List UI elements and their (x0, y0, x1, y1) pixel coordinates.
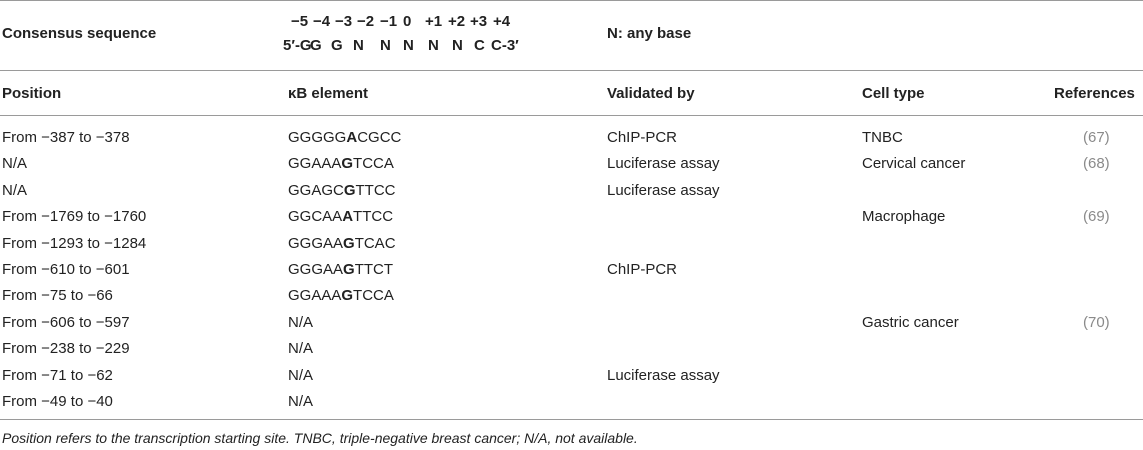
cell-cell-type: TNBC (862, 129, 903, 146)
element-suffix: TTCC (355, 182, 396, 199)
cell-kb-element: GGGAAGTTCT (288, 261, 393, 279)
consensus-base: N (380, 37, 391, 54)
cell-position: From −75 to −66 (2, 287, 113, 304)
cell-position: N/A (2, 182, 28, 199)
cell-reference: (70) (1083, 314, 1110, 331)
element-core-base: G (343, 182, 356, 199)
consensus-position: +2 (448, 13, 466, 30)
element-prefix: N/A (288, 367, 314, 384)
header-rule (0, 115, 1143, 116)
cell-position: N/A (2, 155, 28, 172)
header-position: Position (2, 85, 62, 102)
consensus-position: −4 (313, 13, 331, 30)
consensus-base: C (474, 37, 485, 54)
consensus-base: G (331, 37, 343, 54)
element-prefix: N/A (288, 393, 314, 410)
consensus-position: +1 (425, 13, 443, 30)
cell-kb-element: N/A (288, 314, 313, 332)
cell-reference: (67) (1083, 129, 1110, 146)
element-core-base: G (343, 261, 355, 278)
element-suffix: TCCA (353, 287, 394, 304)
cell-position: From −387 to −378 (2, 129, 130, 146)
consensus-position: −2 (357, 13, 375, 30)
cell-validated-by: ChIP-PCR (607, 261, 678, 278)
element-core-base: A (342, 208, 354, 225)
element-core-base: G (341, 287, 354, 304)
element-prefix: GGAGC (288, 182, 344, 199)
cell-reference: (69) (1083, 208, 1110, 225)
element-prefix: GGGGG (288, 129, 347, 146)
cell-position: From −1769 to −1760 (2, 208, 147, 225)
consensus-base: C-3′ (491, 37, 519, 54)
consensus-position: 0 (403, 13, 412, 30)
element-suffix: TCCA (353, 155, 394, 172)
cell-reference: (68) (1083, 155, 1110, 172)
cell-validated-by: ChIP-PCR (607, 129, 678, 146)
cell-cell-type: Cervical cancer (862, 155, 966, 172)
cell-cell-type: Macrophage (862, 208, 946, 225)
cell-kb-element: GGAAAGTCCA (288, 155, 394, 173)
header-element: κB element (288, 85, 369, 102)
element-prefix: GGCAA (288, 208, 343, 225)
consensus-position: +4 (493, 13, 511, 30)
cell-kb-element: GGAAAGTCCA (288, 287, 394, 305)
bottom-rule (0, 419, 1143, 420)
element-core-base: G (343, 235, 355, 252)
element-suffix: CGCC (357, 129, 402, 146)
element-suffix: TTCT (354, 261, 394, 278)
consensus-position: −1 (380, 13, 398, 30)
consensus-base: N (452, 37, 463, 54)
cell-position: From −1293 to −1284 (2, 235, 147, 252)
cell-validated-by: Luciferase assay (607, 155, 720, 172)
element-core-base: A (346, 129, 358, 146)
cell-position: From −606 to −597 (2, 314, 130, 331)
consensus-note: N: any base (607, 25, 692, 42)
element-prefix: GGGAA (288, 261, 344, 278)
consensus-rule (0, 70, 1143, 71)
element-prefix: GGAAA (288, 155, 342, 172)
element-suffix: TTCC (353, 208, 394, 225)
consensus-position: −5 (291, 13, 309, 30)
element-prefix: GGAAA (288, 287, 342, 304)
cell-position: From −238 to −229 (2, 340, 130, 357)
consensus-position: +3 (470, 13, 488, 30)
cell-kb-element: GGGGGACGCC (288, 129, 401, 147)
consensus-base: N (353, 37, 364, 54)
consensus-label: Consensus sequence (2, 25, 157, 42)
cell-position: From −610 to −601 (2, 261, 130, 278)
cell-kb-element: GGGAAGTCAC (288, 235, 396, 253)
cell-kb-element: N/A (288, 393, 313, 411)
cell-position: From −49 to −40 (2, 393, 113, 410)
element-prefix: GGGAA (288, 235, 344, 252)
cell-cell-type: Gastric cancer (862, 314, 959, 331)
cell-validated-by: Luciferase assay (607, 182, 720, 199)
element-core-base: G (341, 155, 354, 172)
element-suffix: TCAC (354, 235, 396, 252)
table-footnote: Position refers to the transcription sta… (2, 430, 638, 446)
consensus-position: −3 (335, 13, 353, 30)
header-references: References (1054, 85, 1135, 102)
cell-kb-element: N/A (288, 367, 313, 385)
cell-position: From −71 to −62 (2, 367, 113, 384)
cell-kb-element: GGCAAATTCC (288, 208, 393, 226)
top-rule (0, 0, 1143, 1)
consensus-base: N (403, 37, 414, 54)
cell-kb-element: GGAGCGTTCC (288, 182, 396, 200)
header-validated: Validated by (607, 85, 695, 102)
header-cell-type: Cell type (862, 85, 925, 102)
consensus-base: 5′-G (283, 37, 312, 54)
cell-validated-by: Luciferase assay (607, 367, 720, 384)
element-prefix: N/A (288, 314, 314, 331)
consensus-base: N (428, 37, 439, 54)
cell-kb-element: N/A (288, 340, 313, 358)
consensus-base: G (310, 37, 322, 54)
element-prefix: N/A (288, 340, 314, 357)
